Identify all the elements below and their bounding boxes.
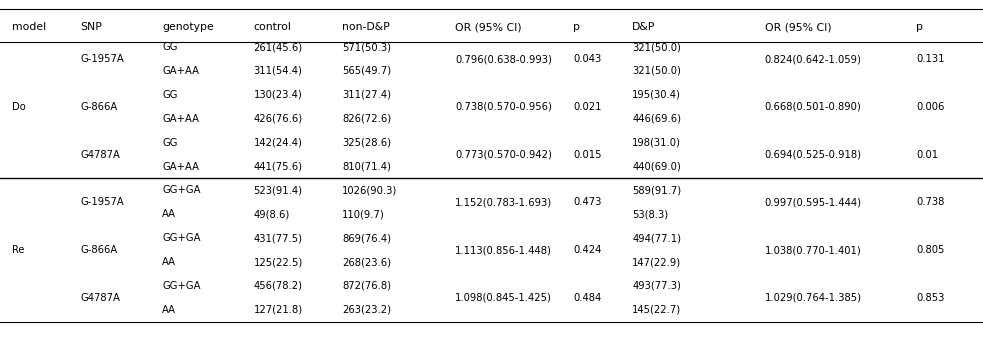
Text: 1026(90.3): 1026(90.3) (342, 185, 397, 195)
Text: GG+GA: GG+GA (162, 281, 201, 291)
Text: non-D&P: non-D&P (342, 22, 390, 32)
Text: 1.113(0.856-1.448): 1.113(0.856-1.448) (455, 245, 552, 255)
Text: G-1957A: G-1957A (81, 54, 125, 64)
Text: 268(23.6): 268(23.6) (342, 257, 391, 267)
Text: 263(23.2): 263(23.2) (342, 305, 391, 315)
Text: 0.694(0.525-0.918): 0.694(0.525-0.918) (765, 150, 862, 160)
Text: 0.668(0.501-0.890): 0.668(0.501-0.890) (765, 102, 861, 112)
Text: 0.424: 0.424 (573, 245, 602, 255)
Text: D&P: D&P (632, 22, 656, 32)
Text: 446(69.6): 446(69.6) (632, 114, 681, 124)
Text: p: p (916, 22, 923, 32)
Text: 1.152(0.783-1.693): 1.152(0.783-1.693) (455, 197, 552, 207)
Text: 810(71.4): 810(71.4) (342, 161, 391, 172)
Text: 1.098(0.845-1.425): 1.098(0.845-1.425) (455, 293, 552, 303)
Text: 0.015: 0.015 (573, 150, 602, 160)
Text: 872(76.8): 872(76.8) (342, 281, 391, 291)
Text: 311(27.4): 311(27.4) (342, 90, 391, 100)
Text: 145(22.7): 145(22.7) (632, 305, 681, 315)
Text: 456(78.2): 456(78.2) (254, 281, 303, 291)
Text: AA: AA (162, 305, 176, 315)
Text: OR (95% CI): OR (95% CI) (455, 22, 522, 32)
Text: 589(91.7): 589(91.7) (632, 185, 681, 195)
Text: 494(77.1): 494(77.1) (632, 233, 681, 243)
Text: 127(21.8): 127(21.8) (254, 305, 303, 315)
Text: 0.738(0.570-0.956): 0.738(0.570-0.956) (455, 102, 552, 112)
Text: 0.824(0.642-1.059): 0.824(0.642-1.059) (765, 54, 862, 64)
Text: AA: AA (162, 209, 176, 219)
Text: 431(77.5): 431(77.5) (254, 233, 303, 243)
Text: genotype: genotype (162, 22, 214, 32)
Text: G4787A: G4787A (81, 150, 121, 160)
Text: 53(8.3): 53(8.3) (632, 209, 668, 219)
Text: 426(76.6): 426(76.6) (254, 114, 303, 124)
Text: 493(77.3): 493(77.3) (632, 281, 681, 291)
Text: 826(72.6): 826(72.6) (342, 114, 391, 124)
Text: 1.029(0.764-1.385): 1.029(0.764-1.385) (765, 293, 862, 303)
Text: GA+AA: GA+AA (162, 161, 200, 172)
Text: 49(8.6): 49(8.6) (254, 209, 290, 219)
Text: OR (95% CI): OR (95% CI) (765, 22, 832, 32)
Text: GG: GG (162, 138, 178, 148)
Text: 321(50.0): 321(50.0) (632, 42, 681, 52)
Text: GG: GG (162, 90, 178, 100)
Text: 321(50.0): 321(50.0) (632, 66, 681, 76)
Text: 571(50.3): 571(50.3) (342, 42, 391, 52)
Text: p: p (573, 22, 580, 32)
Text: 142(24.4): 142(24.4) (254, 138, 303, 148)
Text: 1.038(0.770-1.401): 1.038(0.770-1.401) (765, 245, 861, 255)
Text: 0.01: 0.01 (916, 150, 939, 160)
Text: 261(45.6): 261(45.6) (254, 42, 303, 52)
Text: 325(28.6): 325(28.6) (342, 138, 391, 148)
Text: G-866A: G-866A (81, 102, 118, 112)
Text: GG: GG (162, 42, 178, 52)
Text: 0.006: 0.006 (916, 102, 945, 112)
Text: control: control (254, 22, 292, 32)
Text: model: model (12, 22, 46, 32)
Text: G4787A: G4787A (81, 293, 121, 303)
Text: 565(49.7): 565(49.7) (342, 66, 391, 76)
Text: 195(30.4): 195(30.4) (632, 90, 681, 100)
Text: 0.484: 0.484 (573, 293, 602, 303)
Text: 311(54.4): 311(54.4) (254, 66, 303, 76)
Text: 0.796(0.638-0.993): 0.796(0.638-0.993) (455, 54, 552, 64)
Text: 0.997(0.595-1.444): 0.997(0.595-1.444) (765, 197, 862, 207)
Text: 198(31.0): 198(31.0) (632, 138, 681, 148)
Text: G-1957A: G-1957A (81, 197, 125, 207)
Text: 0.021: 0.021 (573, 102, 602, 112)
Text: G-866A: G-866A (81, 245, 118, 255)
Text: 0.473: 0.473 (573, 197, 602, 207)
Text: 441(75.6): 441(75.6) (254, 161, 303, 172)
Text: AA: AA (162, 257, 176, 267)
Text: 0.043: 0.043 (573, 54, 602, 64)
Text: GG+GA: GG+GA (162, 233, 201, 243)
Text: 125(22.5): 125(22.5) (254, 257, 303, 267)
Text: GA+AA: GA+AA (162, 66, 200, 76)
Text: SNP: SNP (81, 22, 102, 32)
Text: GA+AA: GA+AA (162, 114, 200, 124)
Text: Re: Re (12, 245, 25, 255)
Text: 440(69.0): 440(69.0) (632, 161, 681, 172)
Text: 130(23.4): 130(23.4) (254, 90, 303, 100)
Text: 0.738: 0.738 (916, 197, 945, 207)
Text: Do: Do (12, 102, 26, 112)
Text: 0.853: 0.853 (916, 293, 945, 303)
Text: 0.805: 0.805 (916, 245, 945, 255)
Text: GG+GA: GG+GA (162, 185, 201, 195)
Text: 110(9.7): 110(9.7) (342, 209, 384, 219)
Text: 869(76.4): 869(76.4) (342, 233, 391, 243)
Text: 0.131: 0.131 (916, 54, 945, 64)
Text: 523(91.4): 523(91.4) (254, 185, 303, 195)
Text: 147(22.9): 147(22.9) (632, 257, 681, 267)
Text: 0.773(0.570-0.942): 0.773(0.570-0.942) (455, 150, 552, 160)
